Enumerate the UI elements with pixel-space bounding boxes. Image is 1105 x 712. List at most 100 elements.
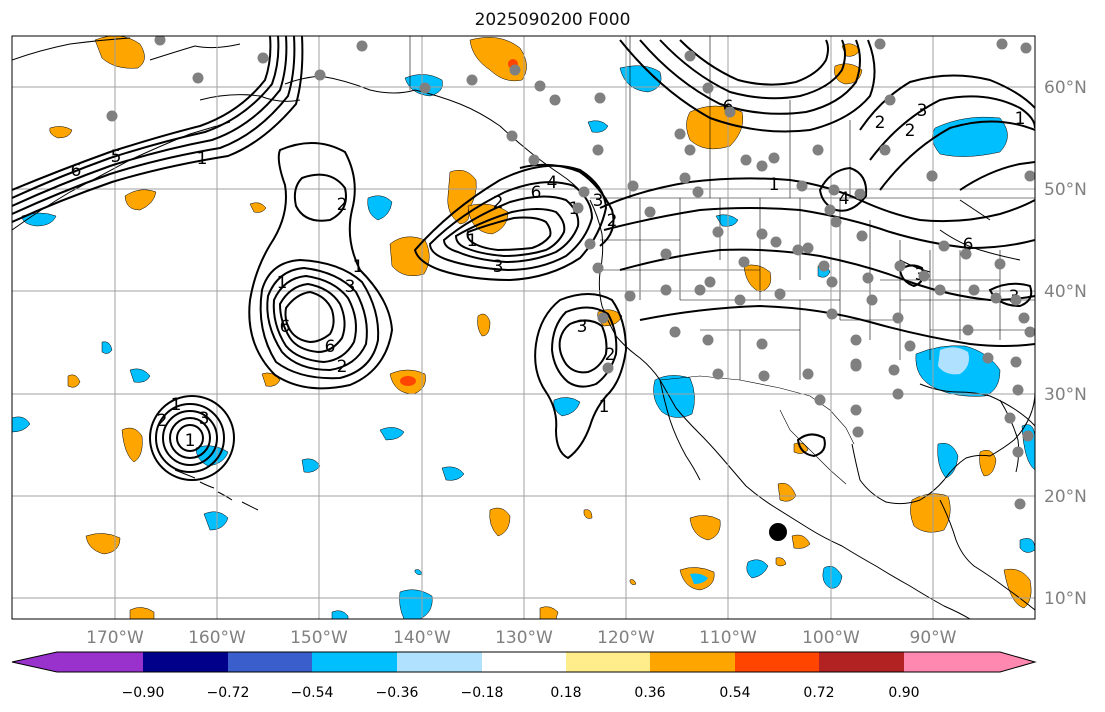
colorbar-tick-label: −0.90 [122,685,165,701]
contour-label: 4 [839,189,850,209]
station-marker [660,284,672,296]
us-mexico-border [659,375,855,445]
contour-line [519,163,615,247]
station-marker [1010,356,1022,368]
contour-label: 3 [345,277,356,297]
longitude-axis: 170°W 160°W 150°W 140°W 130°W 120°W 110°… [86,628,957,648]
positive-anomaly-patch [85,533,121,555]
station-marker [1012,384,1024,396]
station-marker [812,144,824,156]
contour-label: 6 [963,235,974,255]
contour-line [266,266,368,372]
station-marker [679,172,691,184]
negative-anomaly-patch [441,466,465,481]
contour-line [413,164,608,282]
colorbar-tick-label: −0.54 [291,685,334,701]
us-gulf-coast [919,383,1035,427]
station-marker [892,388,904,400]
contour-line [162,410,218,466]
colorbar-tick-label: −0.72 [207,685,250,701]
contour-label: 1 [467,231,478,251]
colorbar-tick-labels: −0.90 −0.72 −0.54 −0.36 −0.18 0.18 0.36 … [122,685,920,701]
station-marker [884,94,896,106]
weak-anomaly-patch [938,347,969,375]
station-marker [994,258,1006,270]
contour-label: 6 [71,161,82,181]
negative-anomaly-patch [715,214,739,227]
contour-label: 2 [493,193,504,213]
station-marker [874,38,886,50]
station-marker [1018,312,1030,324]
negative-anomaly-patch [822,566,843,589]
colorbar-segment [735,652,819,672]
station-marker [506,130,518,142]
lat-tick-label: 20°N [1044,487,1087,507]
station-marker [850,358,862,370]
contour-label: 5 [111,147,122,167]
contour-line [169,417,211,459]
positive-anomaly-patch [629,579,637,585]
station-marker [830,216,842,228]
positive-anomaly-patch [249,202,267,213]
contour-label: 6 [325,337,336,357]
station-marker [1020,42,1032,54]
colorbar-tick-label: 0.72 [803,685,834,701]
station-marker [734,294,746,306]
positive-anomaly-patch [910,493,951,533]
station-marker [534,80,546,92]
contour-label: 6 [280,317,291,337]
contour-label: 1 [599,397,610,417]
station-marker [824,204,836,216]
contour-label: 3 [577,317,588,337]
station-marker [866,294,878,306]
station-marker [962,324,974,336]
contour-line [659,39,846,100]
contour-line [442,195,580,264]
alaska-coastline [12,37,586,197]
station-marker [796,180,808,192]
colorbar-segment [566,652,650,672]
lon-tick-label: 150°W [290,628,348,648]
gridlines [12,36,1035,619]
contour-line [466,216,552,252]
negative-anomaly-patch [399,589,433,619]
colorbar-segment [143,652,228,672]
station-marker [826,276,838,288]
positive-anomaly-patch [477,313,491,337]
station-marker [852,426,864,438]
station-marker [918,270,930,282]
contour-line [988,282,1033,308]
colorbar-tick-label: −0.36 [376,685,419,701]
colorbar-segment [397,652,482,672]
contour-line [534,293,628,460]
station-marker [592,144,604,156]
station-marker [802,242,814,254]
station-marker [990,292,1002,304]
contour-line [12,36,288,207]
station-marker [756,160,768,172]
station-marker [1024,326,1035,338]
station-marker [674,128,686,140]
station-marker [466,74,478,86]
station-marker [828,184,840,196]
colorbar-segment [57,652,143,672]
positive-anomaly-patch [121,427,143,463]
pacific-coastline [589,199,971,619]
yucatan-central-america-coastline [939,499,1035,611]
hawaii-islands [174,469,259,511]
lat-tick-label: 30°N [1044,385,1087,405]
station-marker [702,82,714,94]
station-marker [356,40,368,52]
contour-label: 1 [185,431,196,451]
contour-label: 3 [199,409,210,429]
station-marker [802,368,814,380]
station-marker [257,52,269,64]
colorbar-tick-label: 0.90 [888,685,919,701]
station-marker [938,240,950,252]
colorbar-segment [482,652,566,672]
contour-line [550,306,618,388]
station-marker [724,106,736,118]
station-marker [702,334,714,346]
station-marker [624,290,636,302]
station-marker [314,69,326,81]
